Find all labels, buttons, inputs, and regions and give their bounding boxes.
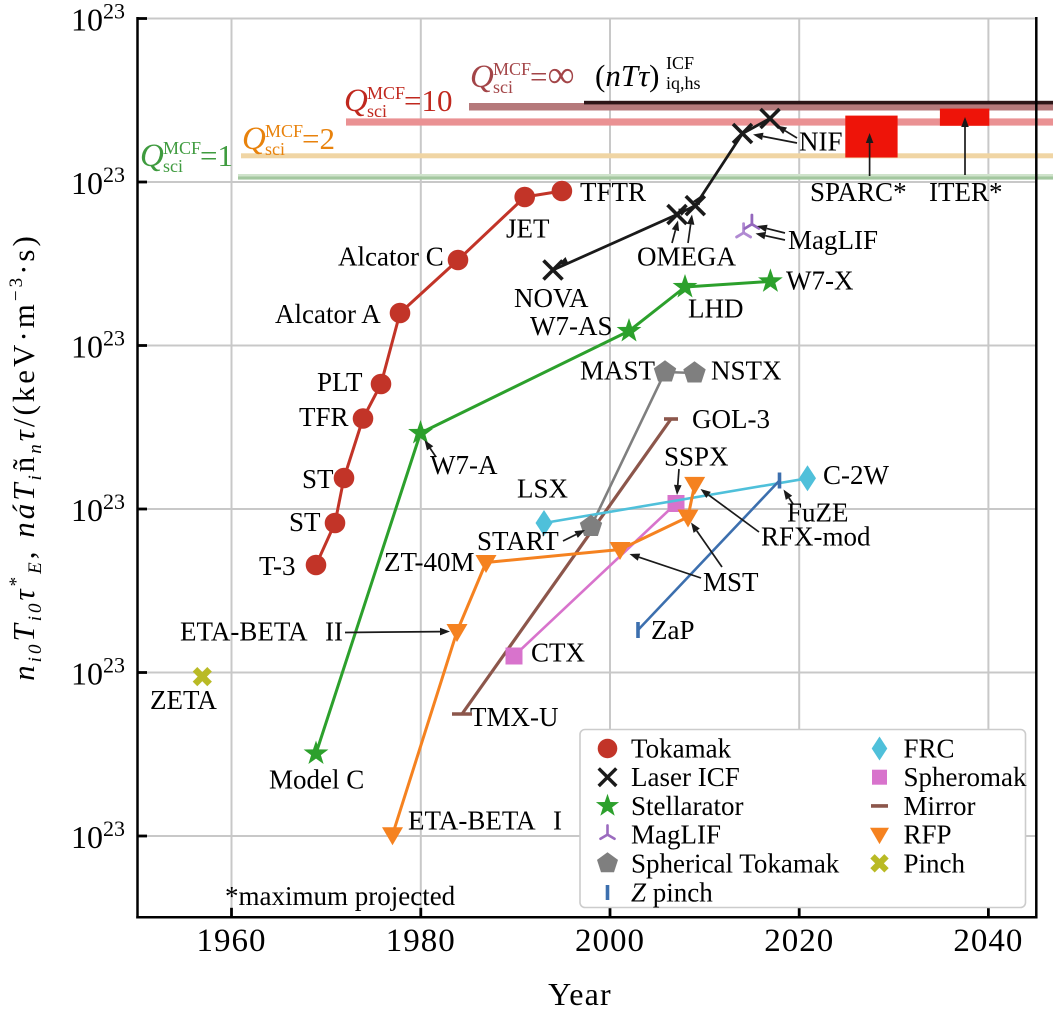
svg-text:*maximum projected: *maximum projected — [225, 881, 456, 911]
svg-text:ST: ST — [302, 464, 334, 494]
svg-text:2020: 2020 — [764, 923, 834, 959]
svg-text:Spherical Tokamak: Spherical Tokamak — [631, 848, 840, 878]
svg-text:ZETA: ZETA — [150, 685, 217, 715]
svg-text:MCF: MCF — [163, 138, 201, 158]
svg-text:RFX-mod: RFX-mod — [761, 522, 871, 552]
svg-text:Alcator C: Alcator C — [338, 242, 444, 272]
svg-text:SPARC*: SPARC* — [810, 177, 907, 207]
svg-text:C-2W: C-2W — [823, 460, 890, 490]
svg-text:iq,hs: iq,hs — [666, 73, 701, 93]
svg-text:2000: 2000 — [575, 923, 645, 959]
svg-text:MCF: MCF — [367, 83, 405, 103]
svg-text:MagLIF: MagLIF — [788, 225, 878, 255]
svg-text:CTX: CTX — [531, 638, 586, 668]
svg-text:NIF: NIF — [799, 127, 843, 157]
svg-text:NOVA: NOVA — [514, 283, 589, 313]
svg-text:MAST: MAST — [580, 356, 656, 386]
svg-text:MagLIF: MagLIF — [631, 820, 721, 850]
svg-text:sci: sci — [265, 139, 285, 159]
svg-text:Laser ICF: Laser ICF — [631, 762, 740, 792]
svg-text:Year: Year — [548, 976, 612, 1012]
svg-text:TFR: TFR — [299, 402, 349, 432]
svg-text:1980: 1980 — [386, 923, 456, 959]
svg-text:ETA-BETA II: ETA-BETA II — [180, 617, 343, 647]
svg-text:MST: MST — [703, 567, 759, 597]
svg-text:sci: sci — [367, 101, 387, 121]
svg-text:GOL-3: GOL-3 — [692, 404, 770, 434]
svg-text:START: START — [477, 526, 559, 556]
svg-text:Alcator A: Alcator A — [275, 299, 381, 329]
svg-text:Pinch: Pinch — [904, 848, 966, 878]
svg-text:(nTτ): (nTτ) — [595, 58, 660, 93]
svg-text:Stellarator: Stellarator — [631, 791, 743, 821]
svg-text:ni0Ti0τ*E, náTiñnτ/(keV·m−3·s): ni0Ti0τ*E, náTiñnτ/(keV·m−3·s) — [6, 233, 46, 681]
svg-text:sci: sci — [163, 156, 183, 176]
svg-text:ZT-40M: ZT-40M — [384, 547, 475, 577]
svg-text:MCF: MCF — [493, 59, 531, 79]
svg-text:=∞: =∞ — [530, 54, 575, 96]
svg-text:Q: Q — [242, 121, 266, 157]
svg-text:=1: =1 — [200, 138, 233, 173]
svg-text:Q: Q — [470, 59, 494, 95]
svg-text:NSTX: NSTX — [711, 356, 782, 386]
svg-text:W7-X: W7-X — [786, 266, 854, 296]
svg-text:LHD: LHD — [688, 294, 744, 324]
svg-text:W7-A: W7-A — [430, 450, 498, 480]
svg-text:Model C: Model C — [269, 765, 364, 795]
svg-text:LSX: LSX — [517, 474, 569, 504]
svg-text:JET: JET — [506, 214, 550, 244]
svg-text:TFTR: TFTR — [580, 177, 646, 207]
svg-text:Spheromak: Spheromak — [904, 762, 1027, 792]
svg-text:ST: ST — [289, 507, 321, 537]
svg-text:Q: Q — [344, 83, 368, 119]
svg-text:OMEGA: OMEGA — [637, 242, 736, 272]
svg-text:1023: 1023 — [71, 326, 125, 365]
svg-text:Q: Q — [140, 138, 164, 174]
svg-text:=2: =2 — [302, 121, 335, 156]
svg-text:T-3: T-3 — [259, 551, 296, 581]
svg-text:Mirror: Mirror — [904, 791, 976, 821]
svg-text:Z pinch: Z pinch — [631, 878, 713, 908]
svg-text:Tokamak: Tokamak — [631, 734, 732, 764]
svg-text:TMX-U: TMX-U — [470, 702, 559, 732]
svg-text:sci: sci — [493, 77, 513, 97]
svg-text:ETA-BETA I: ETA-BETA I — [408, 806, 562, 836]
svg-text:MCF: MCF — [265, 121, 303, 141]
svg-text:PLT: PLT — [317, 367, 363, 397]
svg-text:1023: 1023 — [71, 489, 125, 528]
svg-text:ZaP: ZaP — [651, 615, 695, 645]
svg-text:W7-AS: W7-AS — [530, 311, 613, 341]
svg-text:RFP: RFP — [904, 820, 952, 850]
svg-text:2040: 2040 — [953, 923, 1023, 959]
svg-text:FuZE: FuZE — [787, 498, 849, 528]
svg-text:ICF: ICF — [666, 53, 694, 73]
svg-text:ITER*: ITER* — [929, 177, 1003, 207]
svg-text:=10: =10 — [404, 83, 452, 118]
svg-text:FRC: FRC — [904, 734, 955, 764]
svg-text:SSPX: SSPX — [664, 442, 729, 472]
svg-text:1960: 1960 — [197, 923, 267, 959]
